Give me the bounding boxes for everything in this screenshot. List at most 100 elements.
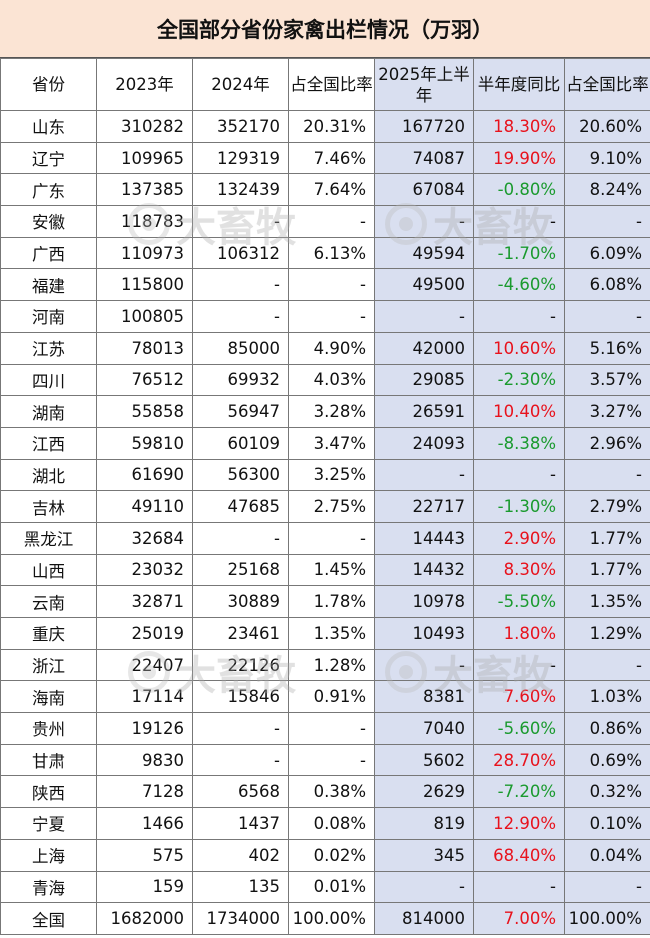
value-cell: 6.13% xyxy=(288,236,375,270)
value-cell: - xyxy=(192,268,289,302)
value-cell: 819 xyxy=(374,807,474,840)
value-cell: 8.30% xyxy=(473,553,565,587)
table-row: 安徽 118783- - - - - xyxy=(0,205,650,238)
value-cell: 1.35% xyxy=(288,617,375,650)
value-cell: - xyxy=(473,458,565,492)
value-cell: 10.40% xyxy=(473,395,565,428)
value-cell: 25168 xyxy=(192,553,289,587)
value-cell: 0.91% xyxy=(288,680,375,714)
table-row: 上海 575 402 0.02% 345 68.40% 0.04% xyxy=(0,838,650,872)
province-cell: 浙江 xyxy=(0,648,97,682)
table-row: 黑龙江 32684- -14443 2.90% 1.77% xyxy=(0,521,650,555)
value-cell: -1.70% xyxy=(473,236,565,270)
value-cell: 0.01% xyxy=(288,870,375,904)
value-cell: 118783 xyxy=(96,205,193,238)
value-cell: 30889 xyxy=(192,585,289,618)
province-cell: 重庆 xyxy=(0,617,97,650)
table-row: 福建 115800- -49500 -4.60% 6.08% xyxy=(0,268,650,302)
province-cell: 辽宁 xyxy=(0,141,97,175)
table-row: 广西 110973 106312 6.13% 49594 -1.70% 6.09% xyxy=(0,236,650,270)
value-cell: 19.90% xyxy=(473,141,565,175)
value-cell: 4.03% xyxy=(288,363,375,397)
value-cell: - xyxy=(288,712,375,745)
value-cell: 8381 xyxy=(374,680,474,714)
value-cell: - xyxy=(374,205,474,238)
value-cell: 2.75% xyxy=(288,490,375,523)
value-cell: 1437 xyxy=(192,807,289,840)
value-cell: 345 xyxy=(374,838,474,872)
table-row: 山西 23032 25168 1.45% 14432 8.30% 1.77% xyxy=(0,553,650,587)
table-row: 宁夏 1466 1437 0.08% 819 12.90% 0.10% xyxy=(0,807,650,840)
province-cell: 湖南 xyxy=(0,395,97,428)
value-cell: 7.46% xyxy=(288,141,375,175)
value-cell: 0.10% xyxy=(564,807,650,840)
province-cell: 甘肃 xyxy=(0,743,97,777)
value-cell: - xyxy=(192,205,289,238)
value-cell: 575 xyxy=(96,838,193,872)
value-cell: 1.80% xyxy=(473,617,565,650)
value-cell: 6568 xyxy=(192,775,289,809)
value-cell: 1.35% xyxy=(564,585,650,618)
value-cell: 129319 xyxy=(192,141,289,175)
table-row: 广东 137385 132439 7.64% 67084 -0.80% 8.24% xyxy=(0,173,650,207)
value-cell: - xyxy=(192,743,289,777)
value-cell: - xyxy=(374,458,474,492)
province-cell: 广东 xyxy=(0,173,97,207)
value-cell: 3.28% xyxy=(288,395,375,428)
value-cell: 1.28% xyxy=(288,648,375,682)
province-cell: 陕西 xyxy=(0,775,97,809)
value-cell: 0.02% xyxy=(288,838,375,872)
value-cell: - xyxy=(374,300,474,333)
table-row: 江西 59810 60109 3.47% 24093 -8.38% 2.96% xyxy=(0,426,650,460)
value-cell: 9830 xyxy=(96,743,193,777)
value-cell: 12.90% xyxy=(473,807,565,840)
value-cell: - xyxy=(564,205,650,238)
value-cell: - xyxy=(192,300,289,333)
province-cell: 福建 xyxy=(0,268,97,302)
table-row: 全国 1682000 1734000 100.00% 814000 7.00% 100.00… xyxy=(0,902,650,935)
value-cell: -5.50% xyxy=(473,585,565,618)
value-cell: 49594 xyxy=(374,236,474,270)
header-row: 省份 2023年 2024年 占全国比率 2025年上半年 半年度同比 占全国比率 xyxy=(0,58,650,111)
column-header: 2024年 xyxy=(192,58,289,111)
table-row: 湖南 55858 56947 3.28% 26591 10.40% 3.27% xyxy=(0,395,650,428)
value-cell: 20.60% xyxy=(564,110,650,143)
value-cell: - xyxy=(192,712,289,745)
value-cell: 159 xyxy=(96,870,193,904)
column-header: 2025年上半年 xyxy=(374,58,474,111)
value-cell: 61690 xyxy=(96,458,193,492)
value-cell: 28.70% xyxy=(473,743,565,777)
value-cell: 23032 xyxy=(96,553,193,587)
value-cell: 74087 xyxy=(374,141,474,175)
value-cell: - xyxy=(288,300,375,333)
value-cell: 22126 xyxy=(192,648,289,682)
province-cell: 上海 xyxy=(0,838,97,872)
province-cell: 河南 xyxy=(0,300,97,333)
value-cell: 1.78% xyxy=(288,585,375,618)
column-header: 占全国比率 xyxy=(564,58,650,111)
value-cell: 0.32% xyxy=(564,775,650,809)
value-cell: 17114 xyxy=(96,680,193,714)
value-cell: 100.00% xyxy=(288,902,375,935)
value-cell: 15846 xyxy=(192,680,289,714)
value-cell: 9.10% xyxy=(564,141,650,175)
value-cell: 109965 xyxy=(96,141,193,175)
table-row: 青海 159 135 0.01% - - - xyxy=(0,870,650,904)
value-cell: 10493 xyxy=(374,617,474,650)
table-row: 河南 100805- - - - - xyxy=(0,300,650,333)
value-cell: 49110 xyxy=(96,490,193,523)
value-cell: 55858 xyxy=(96,395,193,428)
value-cell: 100.00% xyxy=(564,902,650,935)
province-cell: 云南 xyxy=(0,585,97,618)
value-cell: 22717 xyxy=(374,490,474,523)
value-cell: 352170 xyxy=(192,110,289,143)
value-cell: - xyxy=(473,300,565,333)
value-cell: 1.03% xyxy=(564,680,650,714)
value-cell: 3.25% xyxy=(288,458,375,492)
value-cell: - xyxy=(288,268,375,302)
value-cell: 10978 xyxy=(374,585,474,618)
table-row: 吉林 49110 47685 2.75% 22717 -1.30% 2.79% xyxy=(0,490,650,523)
value-cell: - xyxy=(288,205,375,238)
province-cell: 安徽 xyxy=(0,205,97,238)
value-cell: 3.27% xyxy=(564,395,650,428)
